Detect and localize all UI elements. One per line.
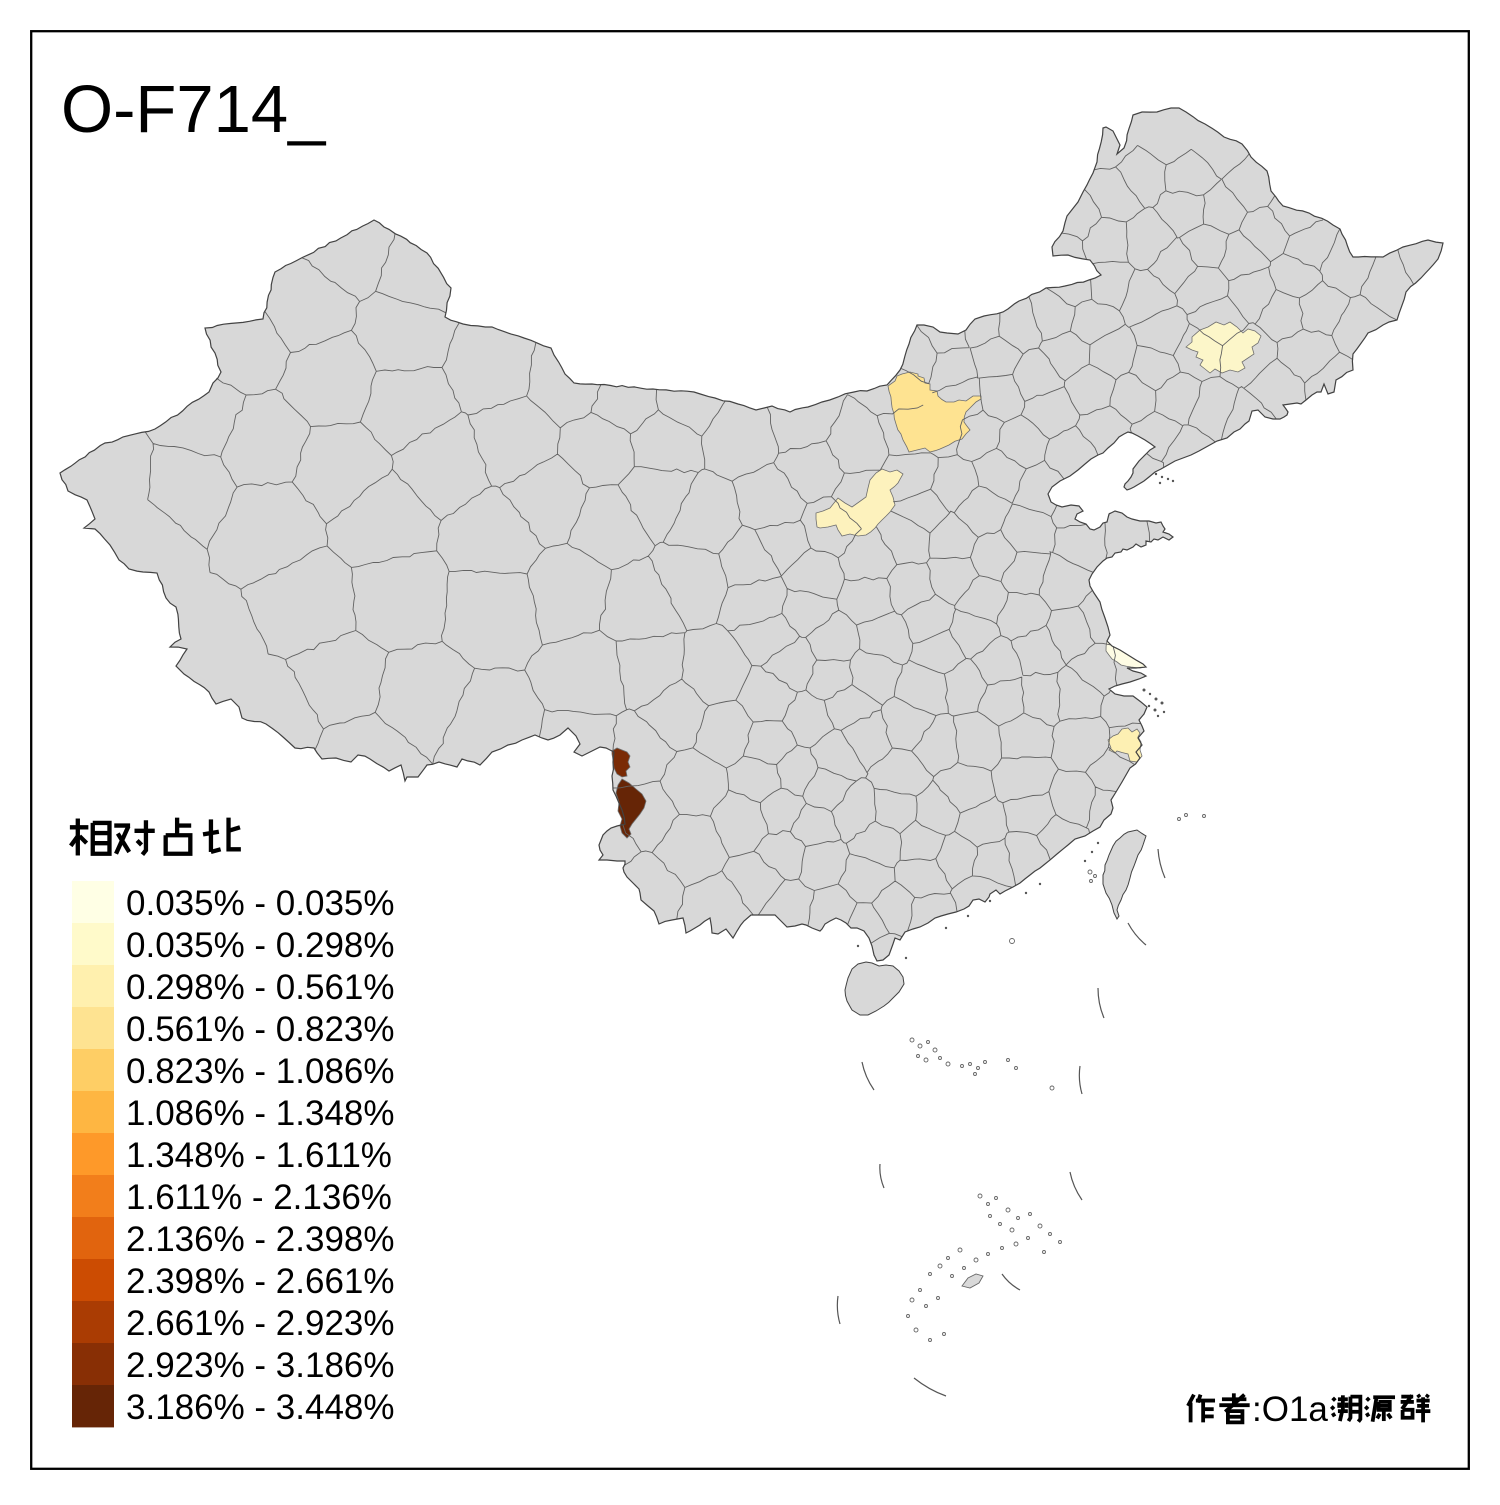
svg-text:1.086% - 1.348%: 1.086% - 1.348% xyxy=(126,1094,395,1133)
svg-text:1.348% - 1.611%: 1.348% - 1.611% xyxy=(126,1136,392,1175)
svg-text::O1a: :O1a xyxy=(1252,1390,1328,1429)
svg-text:2.398% - 2.661%: 2.398% - 2.661% xyxy=(126,1262,395,1301)
svg-text:0.298% - 0.561%: 0.298% - 0.561% xyxy=(126,968,395,1007)
svg-text:0.561% - 0.823%: 0.561% - 0.823% xyxy=(126,1010,395,1049)
svg-text:0.035% - 0.298%: 0.035% - 0.298% xyxy=(126,926,395,965)
svg-text:3.186% - 3.448%: 3.186% - 3.448% xyxy=(126,1388,395,1427)
svg-text:2.923% - 3.186%: 2.923% - 3.186% xyxy=(126,1346,395,1385)
svg-text:0.035% - 0.035%: 0.035% - 0.035% xyxy=(126,884,395,923)
svg-text:2.136% - 2.398%: 2.136% - 2.398% xyxy=(126,1220,395,1259)
svg-text:0.823% - 1.086%: 0.823% - 1.086% xyxy=(126,1052,395,1091)
svg-text:2.661% - 2.923%: 2.661% - 2.923% xyxy=(126,1304,395,1343)
svg-text:1.611% - 2.136%: 1.611% - 2.136% xyxy=(126,1178,392,1217)
svg-text:O-F714_: O-F714_ xyxy=(61,72,327,147)
